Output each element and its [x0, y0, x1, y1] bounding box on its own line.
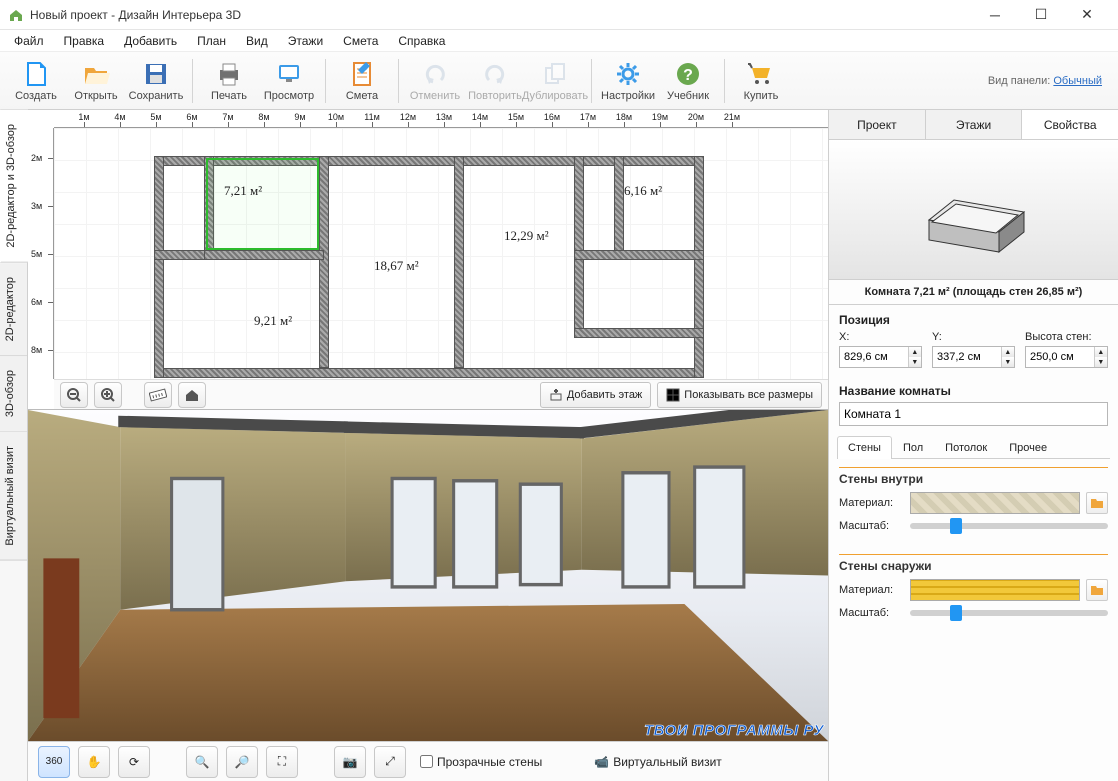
- home-button[interactable]: [178, 382, 206, 408]
- room-label: 6,16 м²: [624, 183, 662, 199]
- preview-button[interactable]: Просмотр: [259, 55, 319, 107]
- position-heading: Позиция: [829, 305, 1118, 331]
- walls-inside-group: Стены внутри Материал: Масштаб:: [839, 467, 1108, 538]
- settings-button[interactable]: Настройки: [598, 55, 658, 107]
- watermark: ТВОИ ПРОГРАММЫ РУ: [644, 722, 824, 739]
- walls-inside-swatch[interactable]: [910, 492, 1080, 514]
- rotate-button[interactable]: ⟳: [118, 746, 150, 778]
- zoom-out-button[interactable]: [60, 382, 88, 408]
- orbit-360-button[interactable]: 360: [38, 746, 70, 778]
- room-label: 7,21 м²: [224, 183, 262, 199]
- menu-Файл[interactable]: Файл: [6, 32, 52, 50]
- menu-Правка[interactable]: Правка: [56, 32, 113, 50]
- right-panel: ПроектЭтажиСвойства Комната 7,21 м² (пло…: [828, 110, 1118, 781]
- menu-Добавить[interactable]: Добавить: [116, 32, 185, 50]
- tutorial-button[interactable]: ?Учебник: [658, 55, 718, 107]
- fullscreen-button[interactable]: ⤢: [374, 746, 406, 778]
- walls-inside-browse-button[interactable]: [1086, 492, 1108, 514]
- panel-mode-link[interactable]: Обычный: [1053, 75, 1102, 87]
- ruler-vertical: 2м3м5м6м8м: [28, 128, 54, 379]
- left-tab-2d3d[interactable]: 2D-редактор и 3D-обзор: [0, 110, 28, 263]
- menu-Справка[interactable]: Справка: [390, 32, 453, 50]
- walls-outside-scale-slider[interactable]: [910, 610, 1108, 616]
- transparent-walls-checkbox[interactable]: Прозрачные стены: [420, 755, 542, 769]
- virtual-visit-button[interactable]: 📹 Виртуальный визит: [594, 755, 722, 769]
- pos-x-input[interactable]: ▲▼: [839, 346, 922, 368]
- plan-2d-area[interactable]: 1м4м5м6м7м8м9м10м11м12м13м14м15м16м17м18…: [28, 110, 828, 410]
- room-label: 9,21 м²: [254, 313, 292, 329]
- toolbar: СоздатьОткрытьСохранитьПечатьПросмотрСме…: [0, 52, 1118, 110]
- ruler-horizontal: 1м4м5м6м7м8м9м10м11м12м13м14м15м16м17м18…: [54, 110, 828, 128]
- app-icon: [8, 7, 24, 23]
- pan-button[interactable]: ✋: [78, 746, 110, 778]
- svg-text:?: ?: [683, 67, 693, 84]
- pos-y-label: Y:: [932, 331, 1015, 343]
- walls-outside-browse-button[interactable]: [1086, 579, 1108, 601]
- room-name-input[interactable]: [839, 402, 1108, 426]
- measure-button[interactable]: [144, 382, 172, 408]
- menubar: ФайлПравкаДобавитьПланВидЭтажиСметаСправ…: [0, 30, 1118, 52]
- left-tab-virt[interactable]: Виртуальный визит: [0, 432, 27, 561]
- save-button[interactable]: Сохранить: [126, 55, 186, 107]
- menu-Этажи[interactable]: Этажи: [280, 32, 331, 50]
- new-button[interactable]: Создать: [6, 55, 66, 107]
- show-dimensions-button[interactable]: Показывать все размеры: [657, 382, 822, 408]
- wall-height-input[interactable]: ▲▼: [1025, 346, 1108, 368]
- zoom-out-3d-button[interactable]: 🔍: [186, 746, 218, 778]
- pos-x-label: X:: [839, 331, 922, 343]
- left-tab-2d[interactable]: 2D-редактор: [0, 263, 27, 356]
- open-button[interactable]: Открыть: [66, 55, 126, 107]
- panel-mode: Вид панели: Обычный: [988, 75, 1112, 87]
- close-button[interactable]: ✕: [1064, 0, 1110, 30]
- redo-button: Повторить: [465, 55, 525, 107]
- subtab-Стены[interactable]: Стены: [837, 436, 892, 459]
- screenshot-button[interactable]: 📷: [334, 746, 366, 778]
- zoom-in-3d-button[interactable]: 🔎: [226, 746, 258, 778]
- subtab-Прочее[interactable]: Прочее: [998, 436, 1058, 459]
- room-name-heading: Название комнаты: [829, 376, 1118, 402]
- plan-toolbar: Добавить этаж Показывать все размеры: [54, 379, 828, 409]
- print-button[interactable]: Печать: [199, 55, 259, 107]
- render-3d: [28, 410, 828, 741]
- right-tab-Свойства[interactable]: Свойства: [1022, 110, 1118, 139]
- zoom-in-button[interactable]: [94, 382, 122, 408]
- room-3d-preview[interactable]: [829, 140, 1118, 280]
- room-info-label: Комната 7,21 м² (площадь стен 26,85 м²): [829, 280, 1118, 305]
- subtab-Пол[interactable]: Пол: [892, 436, 934, 459]
- bottom-toolbar: 360 ✋ ⟳ 🔍 🔎 ⛶ 📷 ⤢ Прозрачные стены 📹 Вир…: [28, 741, 828, 781]
- plan-canvas[interactable]: 7,21 м² 9,21 м² 18,67 м² 12,29 м² 6,16 м²: [54, 128, 828, 379]
- room-label: 18,67 м²: [374, 258, 419, 274]
- subtab-Потолок[interactable]: Потолок: [934, 436, 998, 459]
- right-tabs: ПроектЭтажиСвойства: [829, 110, 1118, 140]
- wall-height-label: Высота стен:: [1025, 331, 1108, 343]
- right-tab-Этажи[interactable]: Этажи: [926, 110, 1023, 139]
- left-tab-3d[interactable]: 3D-обзор: [0, 356, 27, 432]
- maximize-button[interactable]: ☐: [1018, 0, 1064, 30]
- room-label: 12,29 м²: [504, 228, 549, 244]
- view-3d[interactable]: ТВОИ ПРОГРАММЫ РУ: [28, 410, 828, 741]
- walls-outside-swatch[interactable]: [910, 579, 1080, 601]
- fit-view-button[interactable]: ⛶: [266, 746, 298, 778]
- right-tab-Проект[interactable]: Проект: [829, 110, 926, 139]
- add-floor-button[interactable]: Добавить этаж: [540, 382, 651, 408]
- menu-План[interactable]: План: [189, 32, 234, 50]
- duplicate-button: Дублировать: [525, 55, 585, 107]
- pos-y-input[interactable]: ▲▼: [932, 346, 1015, 368]
- buy-button[interactable]: Купить: [731, 55, 791, 107]
- minimize-button[interactable]: ─: [972, 0, 1018, 30]
- menu-Вид[interactable]: Вид: [238, 32, 276, 50]
- window-title: Новый проект - Дизайн Интерьера 3D: [30, 8, 972, 22]
- undo-button: Отменить: [405, 55, 465, 107]
- left-tabs: 2D-редактор и 3D-обзор2D-редактор3D-обзо…: [0, 110, 28, 781]
- walls-inside-scale-slider[interactable]: [910, 523, 1108, 529]
- selected-room[interactable]: [206, 158, 319, 250]
- walls-outside-group: Стены снаружи Материал: Масштаб:: [839, 554, 1108, 625]
- estimate-button[interactable]: Смета: [332, 55, 392, 107]
- titlebar: Новый проект - Дизайн Интерьера 3D ─ ☐ ✕: [0, 0, 1118, 30]
- menu-Смета[interactable]: Смета: [335, 32, 386, 50]
- property-subtabs: СтеныПолПотолокПрочее: [837, 436, 1110, 459]
